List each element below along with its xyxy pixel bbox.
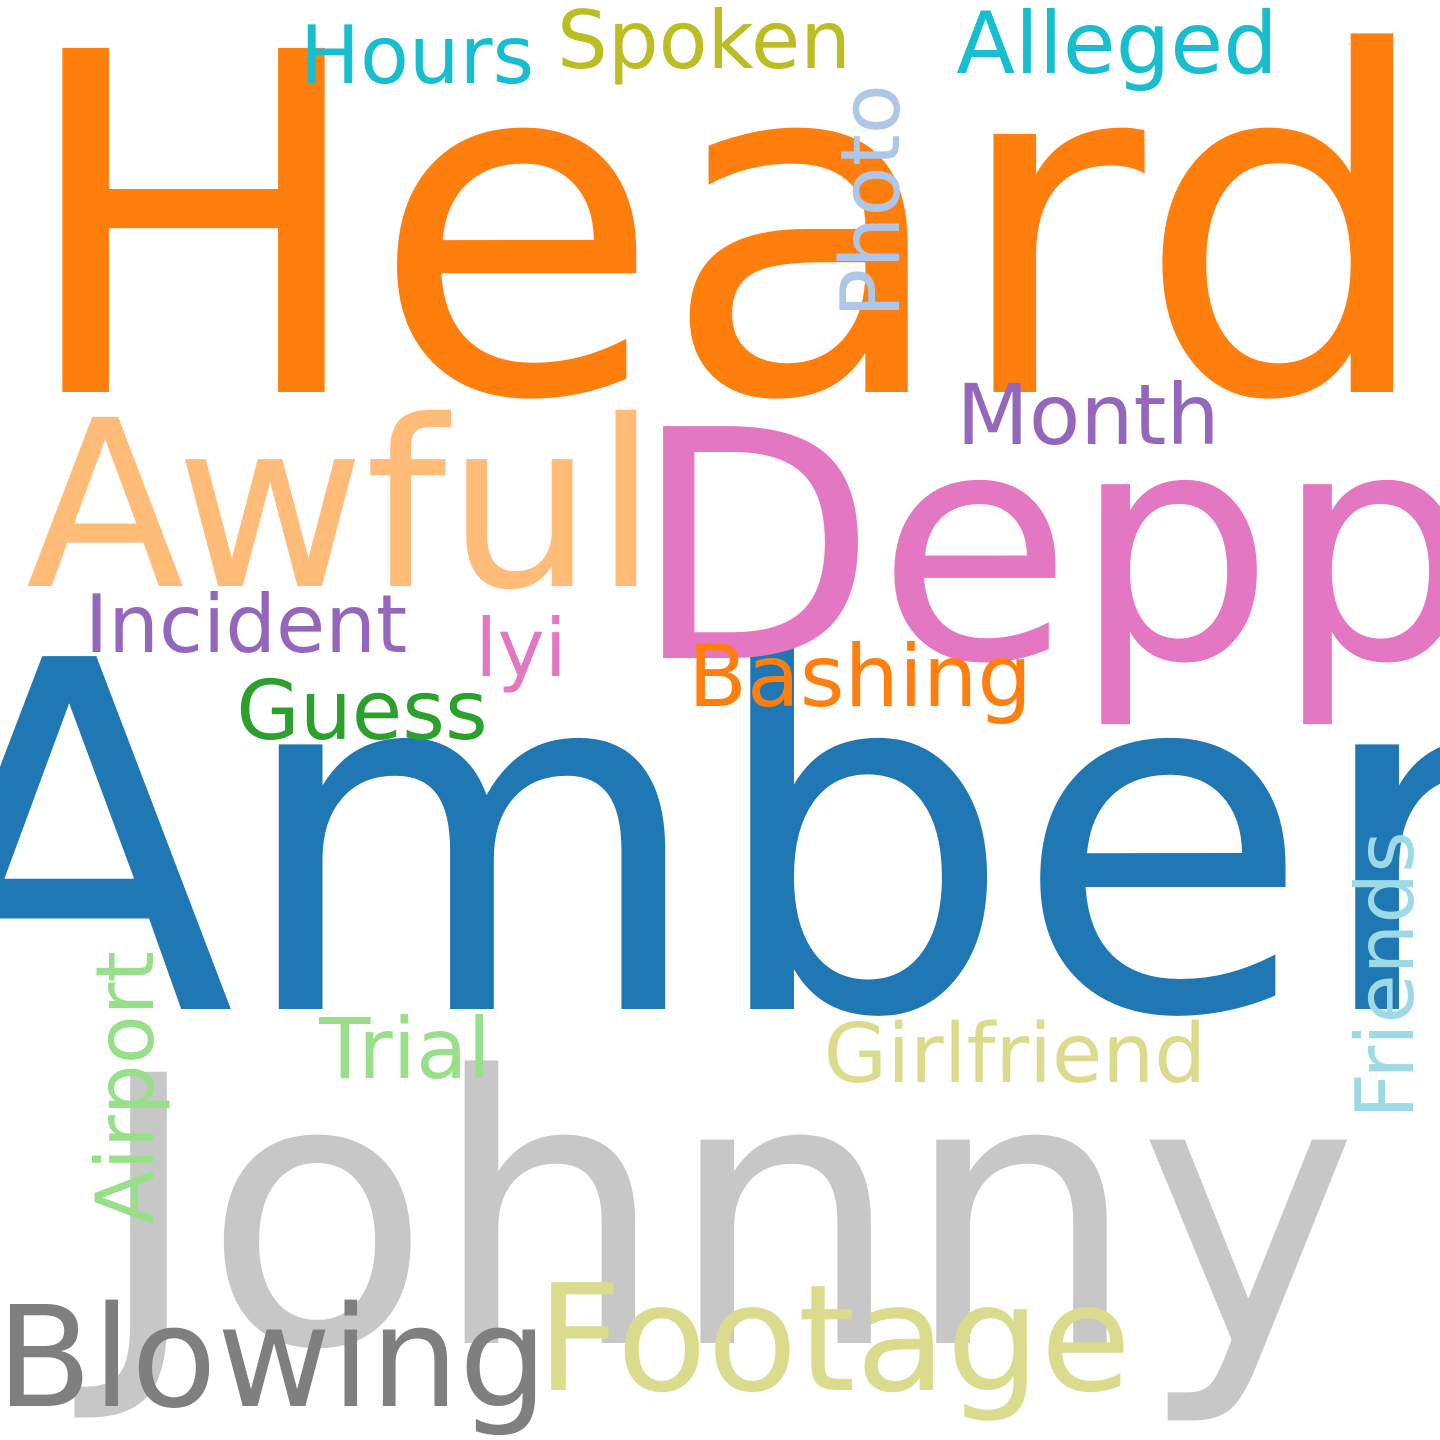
word-amber: Amber	[0, 561, 1440, 1124]
word-lyi: lyi	[475, 602, 567, 695]
word-depp: Depp	[631, 363, 1440, 733]
word-johnny: Johnny	[93, 998, 1359, 1431]
word-trial: Trial	[319, 1000, 491, 1098]
word-spoken: Spoken	[557, 0, 851, 87]
word-month: Month	[956, 366, 1220, 464]
word-blowing: Blowing	[0, 1277, 548, 1440]
word-friends: Friends	[1339, 831, 1432, 1119]
word-girlfriend: Girlfriend	[823, 1007, 1207, 1102]
word-airport: Airport	[79, 951, 172, 1225]
word-guess: Guess	[236, 664, 488, 759]
word-bashing: Bashing	[688, 627, 1032, 727]
word-awful: Awful	[25, 371, 659, 641]
word-alleged: Alleged	[956, 0, 1278, 94]
word-heard: Heard	[16, 0, 1436, 504]
word-footage: Footage	[536, 1253, 1132, 1425]
word-incident: Incident	[84, 578, 408, 671]
word-hours: Hours	[299, 9, 535, 102]
word-photo: Photo	[824, 84, 919, 318]
